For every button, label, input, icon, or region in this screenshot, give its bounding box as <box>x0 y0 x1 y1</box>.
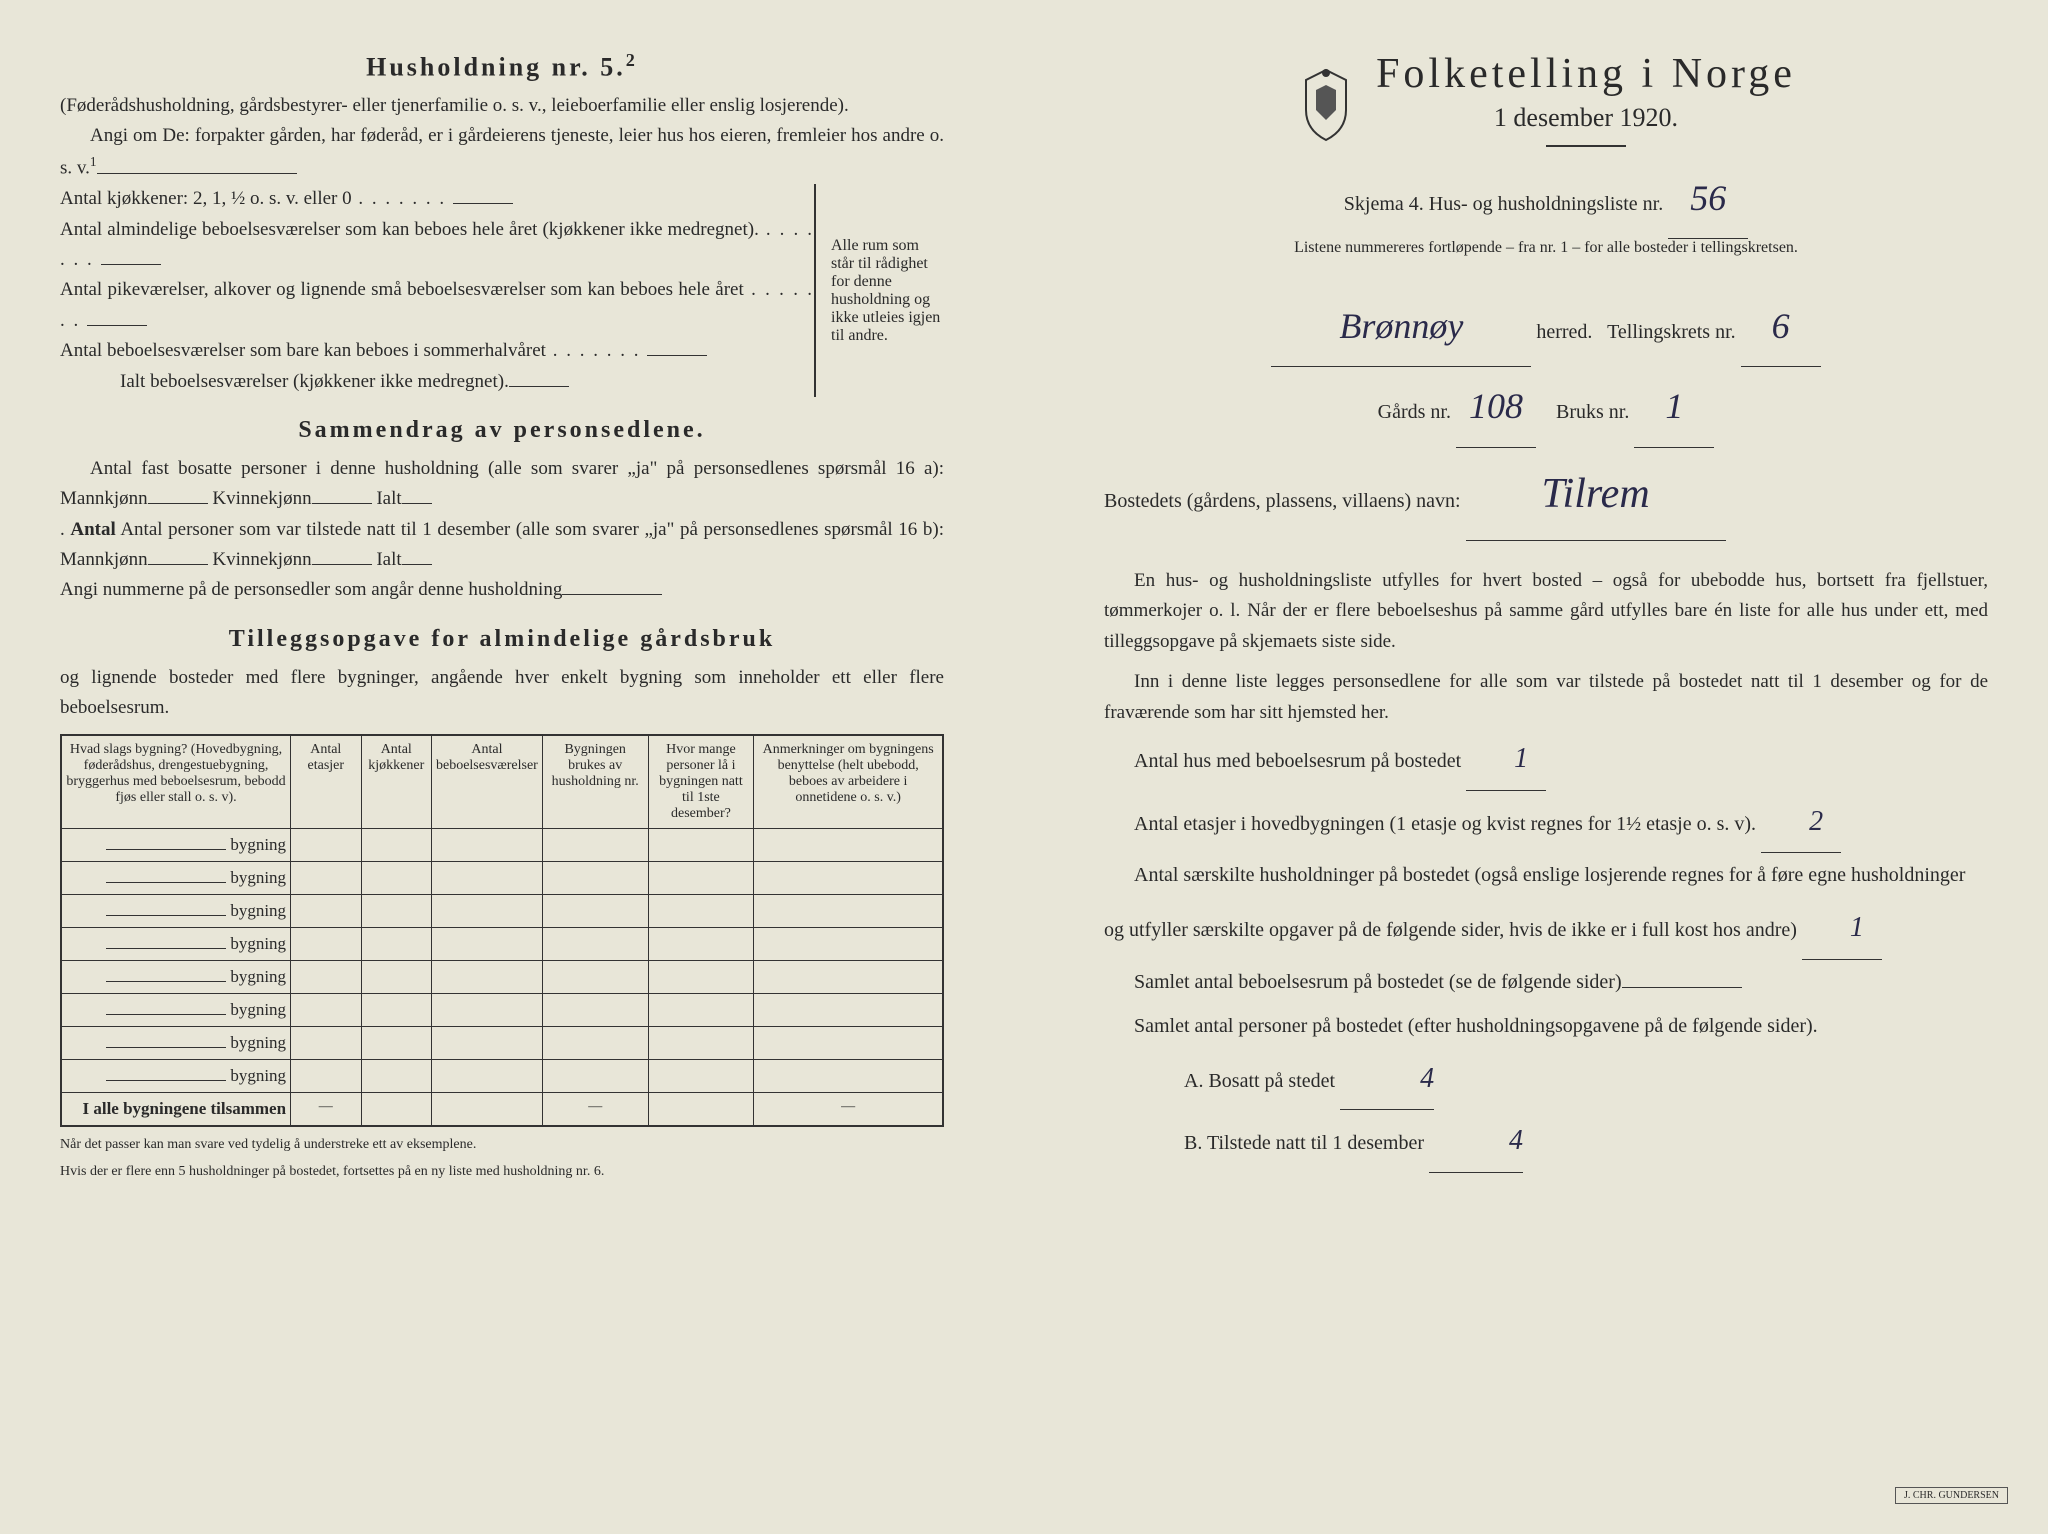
list-number[interactable]: 56 <box>1668 159 1748 239</box>
table-row: bygning <box>62 828 943 861</box>
bosted-line: Bostedets (gårdens, plassens, villaens) … <box>1104 448 1988 541</box>
intro-2: Angi om De: forpakter gården, har føderå… <box>60 121 944 184</box>
para-1: En hus- og husholdningsliste utfylles fo… <box>1104 566 1988 657</box>
a-line: A. Bosatt på stedet 4 <box>1104 1048 1988 1111</box>
table-row: bygning <box>62 927 943 960</box>
antal-hush-line: Antal særskilte husholdninger på bostede… <box>1104 853 1988 960</box>
tillegg-intro: og lignende bosteder med flere bygninger… <box>60 663 944 724</box>
th-1: Antal etasjer <box>291 735 361 828</box>
left-page: Husholdning nr. 5.2 (Føderådshusholdning… <box>0 0 1024 1534</box>
table-footer-row: I alle bygningene tilsammen ——— <box>62 1092 943 1125</box>
th-2: Antal kjøkkener <box>361 735 431 828</box>
antal-hus-line: Antal hus med beboelsesrum på bostedet 1 <box>1104 728 1988 791</box>
subtitle-date: 1 desember 1920. <box>1376 103 1796 133</box>
room-counts-section: Antal kjøkkener: 2, 1, ½ o. s. v. eller … <box>60 184 944 397</box>
footnote-2: Hvis der er flere enn 5 husholdninger på… <box>60 1162 944 1182</box>
right-page: Folketelling i Norge 1 desember 1920. Sk… <box>1024 0 2048 1534</box>
table-row: bygning <box>62 861 943 894</box>
summary-line-2: . Antal Antal personer som var tilstede … <box>60 515 944 576</box>
tillegg-heading: Tilleggsopgave for almindelige gårdsbruk <box>60 626 944 653</box>
para-2: Inn i denne liste legges personsedlene f… <box>1104 667 1988 728</box>
table-row: bygning <box>62 1026 943 1059</box>
intro-1: (Føderådshusholdning, gårdsbestyrer- ell… <box>60 91 944 121</box>
footnote-1: Når det passer kan man svare ved tydelig… <box>60 1135 944 1155</box>
antal-hus-field[interactable]: 1 <box>1466 728 1546 791</box>
herred-field[interactable]: Brønnøy <box>1271 287 1531 367</box>
gards-field[interactable]: 108 <box>1456 367 1536 447</box>
summary-line-3: Angi nummerne på de personsedler som ang… <box>60 575 944 605</box>
summary-line-1: Antal fast bosatte personer i denne hush… <box>60 454 944 515</box>
th-5: Hvor mange personer lå i bygningen natt … <box>648 735 754 828</box>
bruks-field[interactable]: 1 <box>1634 367 1714 447</box>
herred-line: Brønnøy herred. Tellingskrets nr. 6 <box>1104 287 1988 367</box>
title-block: Folketelling i Norge 1 desember 1920. Sk… <box>1104 50 1988 257</box>
antal-etasjer-line: Antal etasjer i hovedbygningen (1 etasje… <box>1104 791 1988 854</box>
table-row: bygning <box>62 993 943 1026</box>
table-row: bygning <box>62 894 943 927</box>
th-4: Bygningen brukes av husholdning nr. <box>542 735 648 828</box>
listene-note: Listene nummereres fortløpende – fra nr.… <box>1104 239 1988 257</box>
th-6: Anmerkninger om bygningens benyttelse (h… <box>754 735 943 828</box>
th-3: Antal beboelsesværelser <box>431 735 542 828</box>
coat-of-arms-icon <box>1296 65 1356 145</box>
brace-note: Alle rum som står til rådighet for denne… <box>814 184 944 397</box>
skjema-line: Skjema 4. Hus- og husholdningsliste nr. … <box>1104 159 1988 239</box>
samlet-rum-line: Samlet antal beboelsesrum på bostedet (s… <box>1104 960 1988 1004</box>
gards-line: Gårds nr. 108 Bruks nr. 1 <box>1104 367 1988 447</box>
tellingskrets-field[interactable]: 6 <box>1741 287 1821 367</box>
main-title: Folketelling i Norge <box>1376 50 1796 98</box>
a-field[interactable]: 4 <box>1340 1048 1434 1111</box>
table-header-row: Hvad slags bygning? (Hovedbygning, føder… <box>62 735 943 828</box>
antal-etasjer-field[interactable]: 2 <box>1761 791 1841 854</box>
b-line: B. Tilstede natt til 1 desember 4 <box>1104 1110 1988 1173</box>
samlet-pers-line: Samlet antal personer på bostedet (efter… <box>1104 1004 1988 1048</box>
b-field[interactable]: 4 <box>1429 1110 1523 1173</box>
antal-hush-field[interactable]: 1 <box>1802 897 1882 960</box>
building-table: Hvad slags bygning? (Hovedbygning, føder… <box>60 734 944 1127</box>
bosted-field[interactable]: Tilrem <box>1466 448 1726 541</box>
printer-stamp: J. CHR. GUNDERSEN <box>1895 1487 2008 1504</box>
summary-heading: Sammendrag av personsedlene. <box>60 417 944 444</box>
household-heading: Husholdning nr. 5.2 <box>60 50 944 83</box>
table-row: bygning <box>62 1059 943 1092</box>
th-0: Hvad slags bygning? (Hovedbygning, føder… <box>62 735 291 828</box>
table-row: bygning <box>62 960 943 993</box>
